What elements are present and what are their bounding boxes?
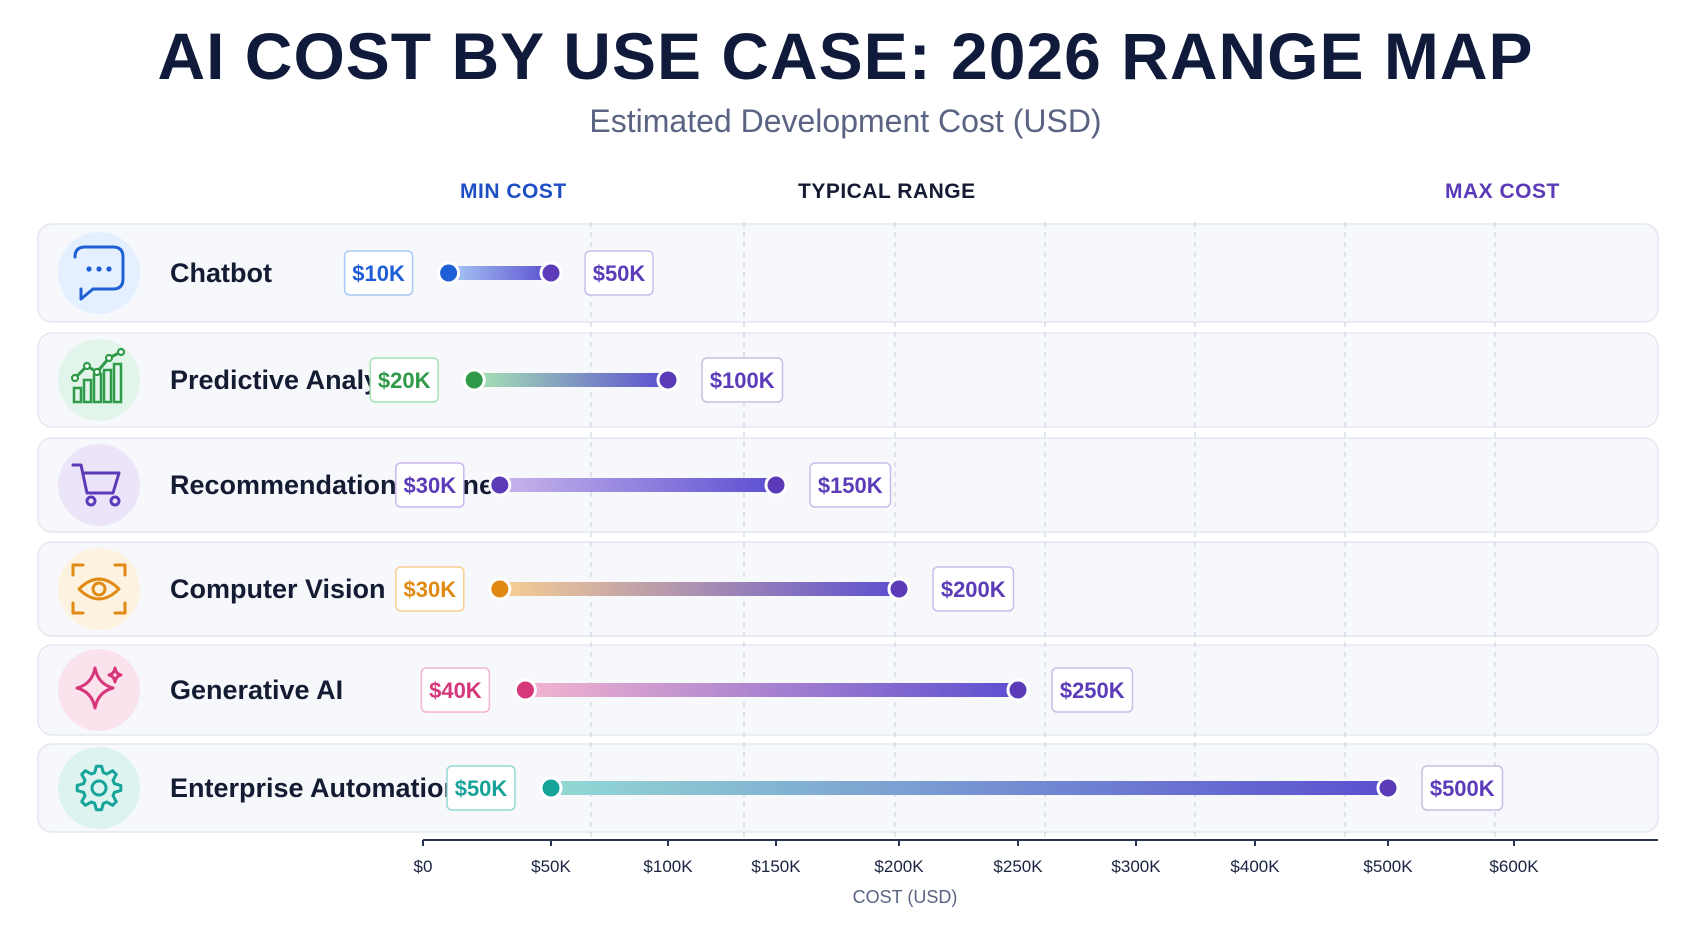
range-bar bbox=[448, 266, 551, 280]
row-label: Computer Vision bbox=[170, 574, 386, 604]
x-tick-label: $500K bbox=[1363, 857, 1413, 876]
eye-scan-icon bbox=[58, 548, 140, 630]
row-label: Enterprise Automation bbox=[170, 773, 460, 803]
max-cost-heading: MAX COST bbox=[1445, 180, 1560, 203]
max-cost-pill: $500K bbox=[1421, 765, 1504, 811]
min-point bbox=[488, 577, 512, 601]
shopping-cart-icon bbox=[58, 444, 140, 526]
x-tick-label: $150K bbox=[751, 857, 801, 876]
max-cost-pill: $200K bbox=[932, 566, 1015, 612]
min-cost-pill: $20K bbox=[369, 357, 439, 403]
min-cost-pill: $10K bbox=[343, 250, 414, 296]
sparkle-icon bbox=[58, 649, 140, 731]
max-cost-pill: $100K bbox=[701, 357, 784, 403]
min-point bbox=[488, 473, 512, 497]
row-label: Chatbot bbox=[170, 258, 272, 288]
min-cost-heading: MIN COST bbox=[460, 180, 567, 203]
chat-bubble-icon bbox=[58, 232, 140, 314]
min-point bbox=[539, 776, 563, 800]
x-tick-label: $50K bbox=[531, 857, 571, 876]
max-point bbox=[656, 368, 680, 392]
svg-text:$30K: $30K bbox=[404, 473, 457, 498]
min-point bbox=[513, 678, 537, 702]
svg-text:$30K: $30K bbox=[404, 577, 457, 602]
svg-text:$50K: $50K bbox=[593, 261, 646, 286]
svg-text:$150K: $150K bbox=[818, 473, 883, 498]
svg-text:$20K: $20K bbox=[378, 368, 431, 393]
max-point bbox=[1006, 678, 1030, 702]
min-cost-pill: $30K bbox=[395, 566, 465, 612]
range-bar bbox=[499, 478, 776, 492]
max-point bbox=[539, 261, 563, 285]
gear-icon bbox=[58, 747, 140, 829]
x-tick-label: $250K bbox=[993, 857, 1043, 876]
svg-text:$200K: $200K bbox=[941, 577, 1006, 602]
x-axis-label: COST (USD) bbox=[853, 887, 958, 907]
typical-range-heading: TYPICAL RANGE bbox=[798, 180, 976, 203]
min-cost-pill: $30K bbox=[395, 462, 465, 508]
x-tick-label: $0 bbox=[414, 857, 433, 876]
x-tick-label: $200K bbox=[874, 857, 924, 876]
x-tick-label: $600K bbox=[1489, 857, 1539, 876]
row-panel bbox=[37, 223, 1659, 323]
svg-text:$500K: $500K bbox=[1430, 776, 1495, 801]
analytics-chart-icon bbox=[58, 339, 140, 421]
max-point bbox=[764, 473, 788, 497]
svg-text:$100K: $100K bbox=[710, 368, 775, 393]
row-label: Generative AI bbox=[170, 675, 343, 705]
min-point bbox=[462, 368, 486, 392]
max-cost-pill: $50K bbox=[584, 250, 654, 296]
svg-text:$10K: $10K bbox=[352, 261, 405, 286]
max-cost-pill: $150K bbox=[809, 462, 892, 508]
range-bar bbox=[551, 781, 1388, 795]
row-panel bbox=[37, 332, 1659, 428]
min-cost-pill: $40K bbox=[420, 667, 491, 713]
range-bar bbox=[525, 683, 1018, 697]
page-title: AI COST BY USE CASE: 2026 RANGE MAP bbox=[157, 19, 1534, 93]
x-tick-label: $100K bbox=[643, 857, 693, 876]
max-point bbox=[887, 577, 911, 601]
x-tick-label: $300K bbox=[1111, 857, 1161, 876]
min-point bbox=[437, 261, 461, 285]
x-tick-label: $400K bbox=[1230, 857, 1280, 876]
max-point bbox=[1376, 776, 1400, 800]
min-cost-pill: $50K bbox=[446, 765, 516, 811]
range-bar bbox=[474, 373, 668, 387]
svg-text:$250K: $250K bbox=[1060, 678, 1125, 703]
max-cost-pill: $250K bbox=[1051, 667, 1134, 713]
svg-text:$40K: $40K bbox=[429, 678, 482, 703]
page-subtitle: Estimated Development Cost (USD) bbox=[589, 103, 1102, 139]
range-bar bbox=[499, 582, 899, 596]
svg-text:$50K: $50K bbox=[455, 776, 508, 801]
